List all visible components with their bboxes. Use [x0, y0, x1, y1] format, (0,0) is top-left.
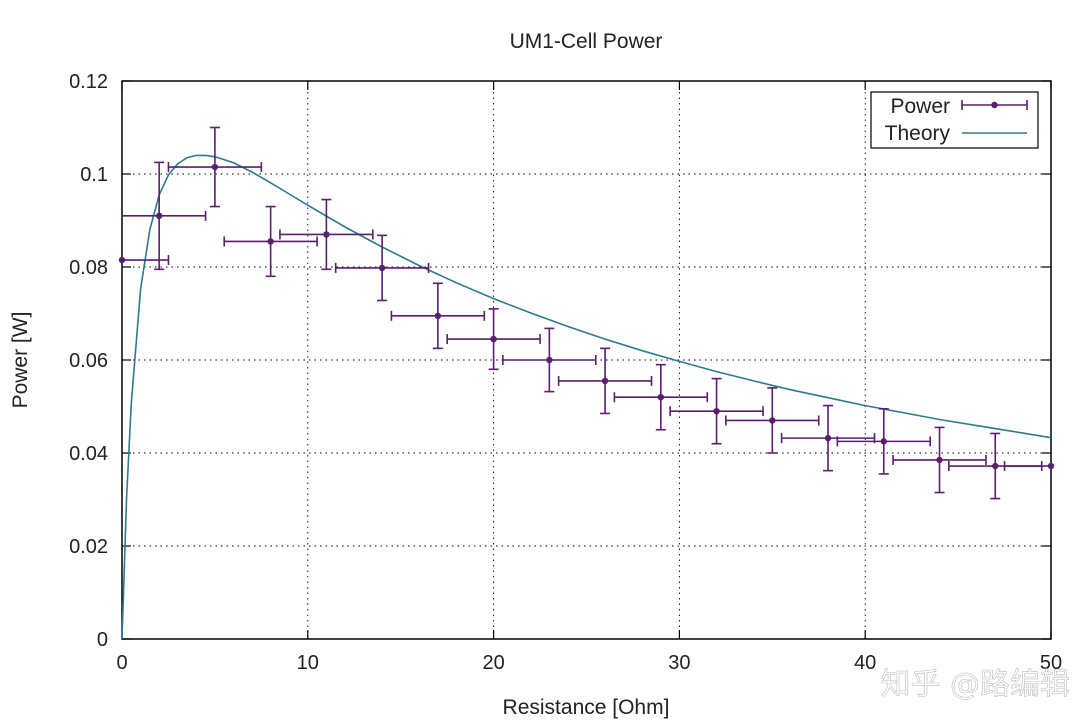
legend: Power Theory: [870, 91, 1039, 149]
power-point: [613, 363, 709, 431]
y-tick-label: 0: [97, 629, 108, 651]
power-marker: [490, 335, 497, 343]
power-point: [390, 282, 486, 350]
power-point: [669, 377, 764, 445]
power-point: [725, 387, 820, 454]
chart-title: UM1-Cell Power: [510, 30, 663, 53]
y-tick-label: 0.04: [69, 443, 108, 465]
power-series: [118, 126, 1055, 500]
power-point: [557, 347, 653, 415]
y-tick-label: 0.12: [69, 71, 108, 93]
power-point: [892, 426, 987, 494]
power-point: [122, 161, 207, 271]
legend-power-marker: [991, 101, 998, 109]
x-tick-label: 0: [116, 652, 127, 674]
power-marker: [211, 163, 219, 171]
y-tick-label: 0.02: [69, 536, 108, 558]
power-marker: [155, 212, 163, 220]
x-axis-label: Resistance [Ohm]: [503, 696, 670, 719]
power-marker: [118, 256, 126, 264]
power-marker: [1047, 462, 1055, 470]
power-point: [334, 234, 430, 302]
power-point: [502, 327, 597, 393]
x-tick-label: 20: [482, 652, 504, 674]
power-marker: [824, 434, 832, 442]
theory-series: [121, 154, 1052, 640]
power-marker: [378, 264, 386, 272]
axis-ticks: [121, 80, 1052, 640]
power-point: [223, 205, 318, 278]
power-point: [446, 308, 541, 371]
power-marker: [936, 456, 943, 464]
power-marker: [601, 377, 609, 385]
x-tick-label: 40: [854, 652, 876, 674]
watermark-text: 知乎 @路编辑: [880, 667, 1070, 702]
y-tick-label: 0.06: [69, 350, 108, 372]
power-point: [780, 404, 876, 472]
y-axis-label: Power [W]: [9, 312, 32, 409]
power-marker: [769, 417, 776, 424]
y-tick-label: 0.08: [69, 257, 108, 279]
power-point: [1003, 461, 1055, 472]
power-marker: [880, 438, 887, 445]
power-marker: [434, 312, 442, 320]
legend-box: [870, 91, 1039, 149]
legend-label-theory: Theory: [885, 122, 951, 145]
theory-line: [121, 154, 1052, 640]
power-marker: [992, 462, 999, 470]
y-tick-labels: 0 0.02 0.04 0.06 0.08 0.1 0.12: [69, 71, 108, 651]
x-tick-label: 50: [1040, 652, 1062, 674]
power-marker: [713, 407, 720, 415]
power-marker: [546, 356, 553, 364]
x-tick-label: 30: [668, 652, 690, 674]
power-point: [836, 408, 932, 475]
power-marker: [657, 394, 665, 401]
x-tick-label: 10: [297, 652, 319, 674]
legend-sample-power: [961, 100, 1028, 110]
power-point: [167, 126, 263, 208]
power-marker: [267, 238, 274, 245]
x-tick-labels: 0 10 20 30 40 50: [116, 652, 1062, 674]
power-point: [279, 198, 374, 271]
legend-label-power: Power: [890, 95, 950, 118]
y-tick-label: 0.1: [80, 164, 108, 186]
power-point: [118, 255, 170, 266]
power-marker: [323, 231, 330, 238]
grid: [122, 81, 1051, 639]
